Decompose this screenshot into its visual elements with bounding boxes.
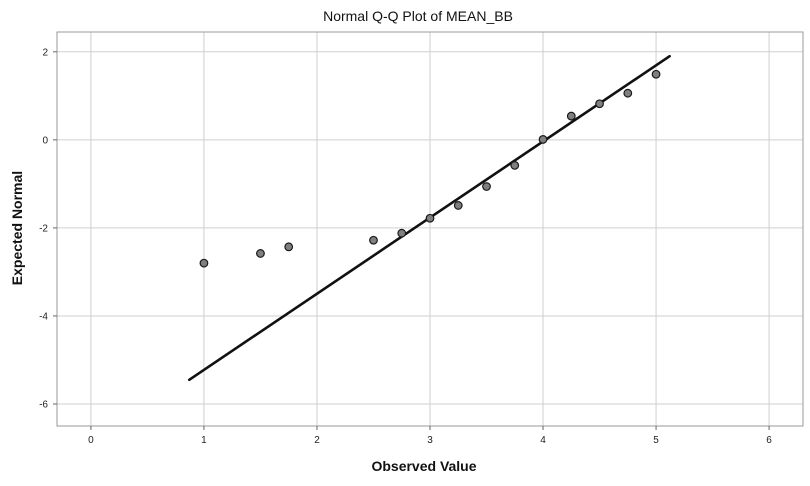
data-point	[284, 242, 294, 252]
y-tick-label: -4	[39, 311, 48, 322]
data-point	[453, 201, 463, 210]
y-axis-label: Expected Normal	[9, 171, 25, 285]
x-tick-label: 3	[427, 435, 433, 446]
data-point	[651, 69, 661, 79]
x-axis-label: Observed Value	[371, 458, 476, 474]
data-point	[595, 99, 604, 109]
y-tick-label: -2	[39, 223, 48, 234]
data-point	[482, 182, 491, 191]
data-points	[199, 69, 661, 268]
data-point	[623, 88, 633, 98]
y-tick-label: -6	[39, 399, 48, 410]
grid	[57, 32, 803, 426]
x-tick-label: 5	[653, 435, 659, 446]
x-tick-label: 4	[540, 435, 546, 446]
data-point	[397, 228, 407, 238]
x-tick-label: 2	[314, 435, 320, 446]
data-point	[510, 160, 520, 170]
data-point	[369, 235, 378, 245]
data-point	[425, 213, 435, 223]
x-tick-label: 0	[88, 435, 94, 446]
data-point	[256, 249, 265, 258]
data-point	[538, 135, 548, 144]
data-point	[566, 111, 576, 121]
y-tick-label: 0	[42, 135, 48, 146]
axis-ticks: 0 1 2 3 4 5 6 2 0 -2 -4 -6	[39, 47, 772, 446]
data-point	[199, 258, 209, 268]
chart-title: Normal Q-Q Plot of MEAN_BB	[323, 8, 513, 24]
y-tick-label: 2	[42, 47, 48, 58]
x-tick-label: 6	[766, 435, 772, 446]
x-tick-label: 1	[201, 435, 207, 446]
